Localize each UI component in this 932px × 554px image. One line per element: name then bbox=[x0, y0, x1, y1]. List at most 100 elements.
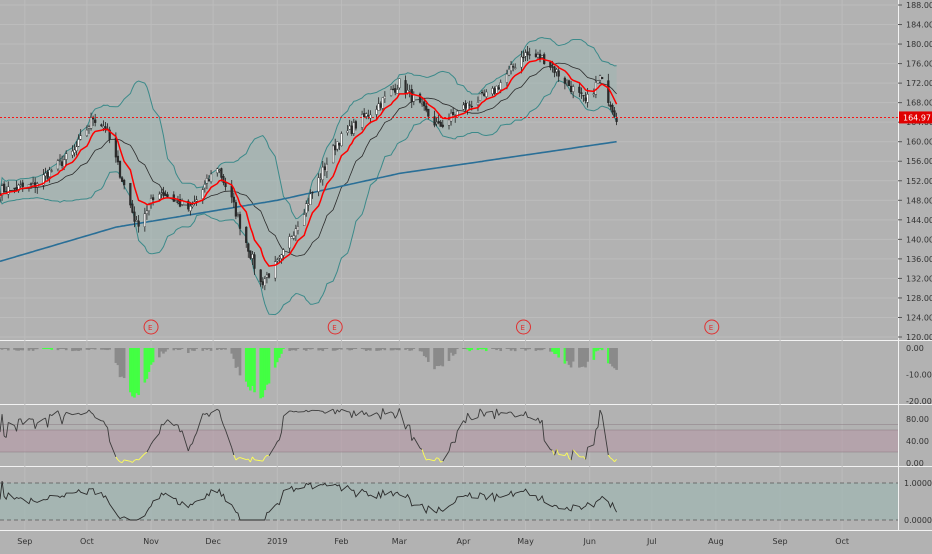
candle-body bbox=[392, 89, 394, 90]
correlation-band bbox=[0, 483, 898, 520]
oscillator-band bbox=[0, 430, 898, 452]
histogram-bar bbox=[123, 348, 126, 378]
candle-body bbox=[278, 257, 280, 258]
candle-body bbox=[409, 90, 411, 91]
candle-body bbox=[239, 214, 241, 228]
candle-body bbox=[549, 62, 551, 67]
candle-body bbox=[440, 122, 442, 126]
candle-body bbox=[585, 98, 587, 101]
time-axis-label: Feb bbox=[334, 537, 348, 546]
candle-body bbox=[332, 146, 334, 163]
candle-body bbox=[477, 102, 479, 105]
candle-body bbox=[57, 161, 59, 169]
price-tick-label: 184.00 bbox=[906, 21, 932, 30]
candle-body bbox=[471, 106, 473, 107]
candle-body bbox=[326, 164, 328, 172]
candle-body bbox=[421, 103, 423, 104]
oscillator-line-segment bbox=[294, 411, 296, 412]
candle-body bbox=[469, 105, 471, 106]
earnings-marker-label: E bbox=[332, 324, 336, 332]
candle-body bbox=[94, 120, 96, 123]
candle-body bbox=[65, 154, 67, 160]
histogram-bar bbox=[268, 348, 271, 384]
candle-body bbox=[485, 92, 487, 97]
candle-body bbox=[231, 186, 233, 197]
candle-body bbox=[394, 88, 396, 92]
candle-body bbox=[295, 229, 297, 236]
histogram-bar bbox=[413, 348, 416, 349]
candle-body bbox=[336, 142, 338, 149]
candle-body bbox=[117, 156, 119, 162]
candle-body bbox=[103, 126, 105, 128]
histogram-bar bbox=[224, 348, 227, 350]
candle-body bbox=[158, 194, 160, 199]
histogram-bar bbox=[557, 348, 560, 358]
histogram-tick-label: 0.00 bbox=[906, 344, 924, 353]
candle-body bbox=[564, 78, 566, 83]
earnings-marker-label: E bbox=[148, 324, 152, 332]
candle-body bbox=[210, 174, 212, 182]
candle-body bbox=[204, 184, 206, 188]
candle-body bbox=[92, 118, 94, 119]
histogram-bar bbox=[441, 348, 444, 366]
candle-body bbox=[72, 151, 74, 155]
price-tick-label: 168.00 bbox=[906, 99, 932, 108]
candle-body bbox=[436, 122, 438, 123]
candle-body bbox=[535, 54, 537, 57]
candle-body bbox=[324, 167, 326, 170]
histogram-bar bbox=[195, 348, 198, 349]
oscillator-line-segment bbox=[29, 419, 31, 420]
histogram-bar bbox=[36, 348, 39, 349]
candle-body bbox=[283, 250, 285, 256]
candle-body bbox=[252, 254, 254, 258]
candle-body bbox=[616, 118, 618, 121]
histogram-bar bbox=[499, 348, 502, 351]
candle-body bbox=[614, 111, 616, 117]
candle-body bbox=[59, 160, 61, 161]
time-axis-label: Aug bbox=[708, 537, 724, 546]
candle-body bbox=[218, 170, 220, 171]
price-tick-label: 124.00 bbox=[906, 313, 932, 322]
candle-body bbox=[245, 227, 247, 243]
candle-body bbox=[318, 178, 320, 192]
candle-body bbox=[492, 88, 494, 93]
candle-body bbox=[483, 94, 485, 96]
candle-body bbox=[80, 136, 82, 140]
time-axis-label: Apr bbox=[457, 537, 472, 546]
candle-body bbox=[20, 185, 22, 186]
price-tick-label: 140.00 bbox=[906, 235, 932, 244]
candle-body bbox=[202, 190, 204, 199]
candle-body bbox=[537, 54, 539, 57]
histogram-bar bbox=[514, 348, 517, 351]
candle-body bbox=[349, 126, 351, 129]
time-axis-label: Oct bbox=[835, 537, 849, 546]
candle-body bbox=[281, 255, 283, 259]
histogram-bar bbox=[355, 348, 358, 349]
histogram-bar bbox=[152, 348, 155, 362]
histogram-tick-label: -10.00 bbox=[906, 371, 932, 380]
candle-body bbox=[165, 194, 167, 196]
candle-body bbox=[196, 200, 198, 201]
candle-body bbox=[465, 103, 467, 108]
candle-body bbox=[587, 94, 589, 102]
candle-body bbox=[206, 178, 208, 183]
candle-body bbox=[423, 102, 425, 106]
candle-body bbox=[612, 105, 614, 112]
oscillator-line-segment bbox=[176, 425, 178, 426]
time-axis-label: Dec bbox=[205, 537, 220, 546]
candle-body bbox=[216, 169, 218, 173]
candle-body bbox=[496, 86, 498, 93]
candle-body bbox=[167, 195, 169, 197]
histogram-bar bbox=[21, 348, 24, 350]
histogram-bar bbox=[615, 348, 618, 370]
candle-body bbox=[134, 212, 136, 222]
histogram-bar bbox=[253, 348, 256, 392]
candle-body bbox=[322, 167, 324, 180]
histogram-bar bbox=[50, 348, 53, 350]
price-tick-label: 120.00 bbox=[906, 333, 932, 342]
candle-body bbox=[508, 69, 510, 75]
candle-body bbox=[61, 162, 63, 166]
candle-body bbox=[320, 178, 322, 179]
